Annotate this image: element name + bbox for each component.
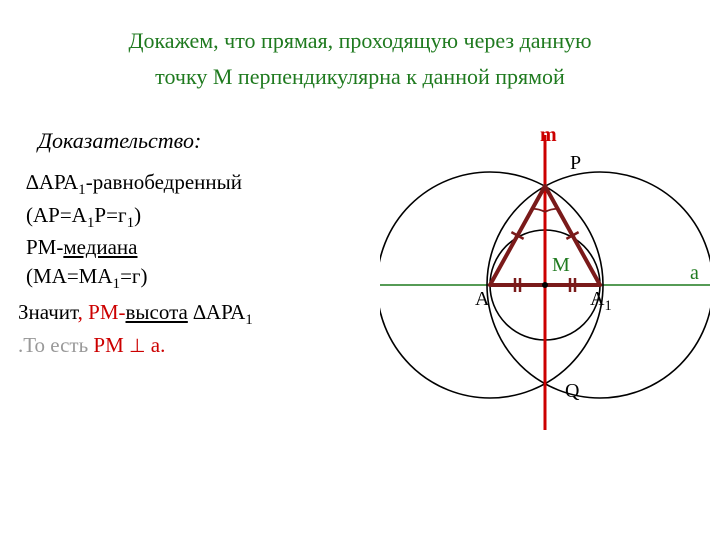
p3-u: медиана — [63, 235, 137, 259]
proof-block-2: Значит, РМ-высота ∆АРА1 .То есть РМ ⊥ а. — [18, 298, 378, 359]
p6-a: .То есть — [18, 333, 93, 357]
p2-c: ) — [134, 203, 141, 227]
p1-rest: -равнобедренный — [86, 170, 242, 194]
label-m: m — [540, 124, 557, 147]
p5-a: Значит — [18, 300, 78, 324]
p6-c: а. — [146, 333, 166, 357]
label-A-text: А — [475, 288, 489, 310]
label-M-text: М — [552, 254, 570, 276]
title-line-2: точку М перпендикулярна к данной прямой — [0, 64, 720, 90]
label-P: Р — [570, 152, 581, 175]
label-Q: Q — [565, 380, 579, 403]
p4-sub: 1 — [113, 276, 121, 292]
title-text-1: Докажем, что прямая, проходящую через да… — [128, 28, 591, 53]
p2-a: (АР=А — [26, 203, 87, 227]
label-A: А — [475, 288, 489, 311]
p5-b: , РМ- — [78, 300, 126, 324]
p4-a: (МА=МА — [26, 264, 113, 288]
proof-block-1: ∆АРА1-равнобедренный (АР=А1Р=г1) РМ-меди… — [26, 168, 366, 294]
proof-label-text: Доказательство: — [38, 128, 201, 153]
slide: Докажем, что прямая, проходящую через да… — [0, 0, 720, 540]
title-line-1: Докажем, что прямая, проходящую через да… — [0, 28, 720, 54]
proof-label: Доказательство: — [38, 128, 201, 154]
label-A1: А1 — [590, 288, 612, 315]
p2-b: Р=г — [94, 203, 126, 227]
label-a: а — [690, 262, 699, 285]
proof-line-4: (МА=МА1=г) — [26, 262, 366, 295]
proof-line-6: .То есть РМ ⊥ а. — [18, 331, 378, 360]
label-P-text: Р — [570, 152, 581, 174]
proof-line-1: ∆АРА1-равнобедренный — [26, 168, 366, 201]
p1-sub1: 1 — [78, 182, 86, 198]
label-M: М — [552, 254, 570, 277]
p5-sub: 1 — [245, 312, 253, 328]
title-text-2: точку М перпендикулярна к данной прямой — [155, 64, 565, 89]
proof-line-5: Значит, РМ-высота ∆АРА1 — [18, 298, 378, 331]
perp-icon: ⊥ — [129, 336, 145, 357]
p2-sub2: 1 — [127, 215, 135, 231]
label-A1-sub: 1 — [604, 298, 611, 314]
p6-b: РМ — [93, 333, 129, 357]
p3-a: РМ- — [26, 235, 63, 259]
geometry-svg — [380, 130, 710, 450]
p4-b: =г) — [120, 264, 147, 288]
label-a-text: а — [690, 262, 699, 284]
p5-u: высота — [126, 300, 188, 324]
p1-delta: ∆АРА — [26, 170, 78, 194]
proof-line-2: (АР=А1Р=г1) — [26, 201, 366, 234]
diagram: m Р М а А А1 Q — [380, 130, 710, 450]
label-Q-text: Q — [565, 380, 579, 402]
proof-line-3: РМ-медиана — [26, 233, 366, 261]
label-A1-text: А — [590, 288, 604, 310]
p5-c: ∆АРА — [188, 300, 245, 324]
label-m-text: m — [540, 124, 557, 146]
